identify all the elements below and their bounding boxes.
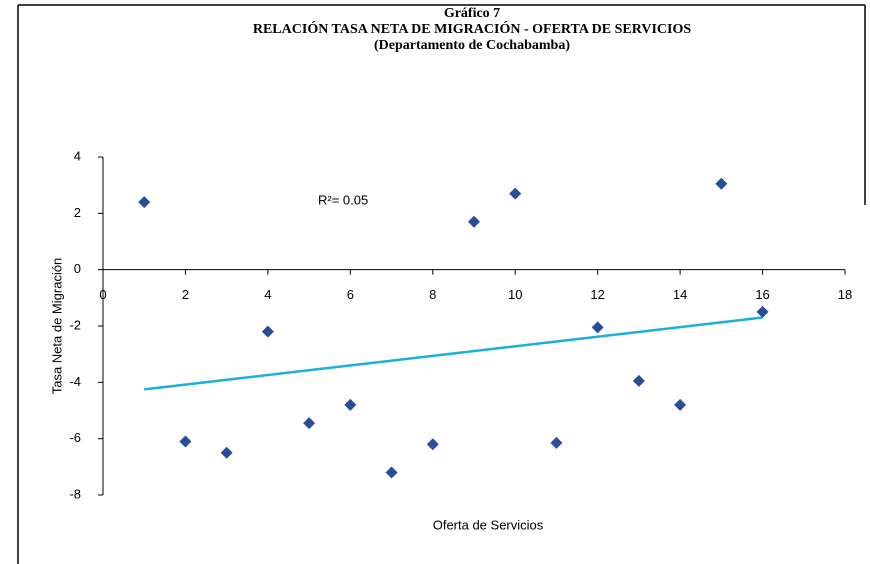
x-tick-label: 4	[264, 287, 271, 302]
point	[179, 435, 192, 448]
point	[261, 325, 274, 338]
point	[756, 305, 769, 318]
point	[303, 417, 316, 430]
point	[550, 436, 563, 449]
x-tick-label: 12	[590, 287, 604, 302]
point	[674, 398, 687, 411]
annotation: R²= 0.05	[318, 192, 368, 207]
x-tick-label: 0	[99, 287, 106, 302]
x-axis-label: Oferta de Servicios	[433, 517, 544, 532]
point	[509, 187, 522, 200]
x-tick-label: 6	[347, 287, 354, 302]
y-tick-label: 4	[74, 148, 81, 163]
x-tick-label: 16	[755, 287, 769, 302]
x-tick-label: 10	[508, 287, 522, 302]
chart-title: Gráfico 7	[444, 6, 500, 21]
x-tick-label: 2	[182, 287, 189, 302]
point	[468, 215, 480, 228]
y-tick-label: -4	[69, 374, 81, 389]
y-tick-label: 0	[74, 261, 81, 276]
x-tick-label: 14	[673, 287, 687, 302]
point	[220, 446, 233, 459]
point	[344, 398, 357, 411]
y-tick-label: -8	[69, 486, 81, 501]
point	[138, 196, 151, 209]
y-tick-label: -2	[69, 317, 81, 332]
point	[715, 177, 728, 190]
point	[385, 466, 398, 479]
chart-subtitle: (Departamento de Cochabamba)	[374, 38, 570, 53]
point	[426, 438, 439, 451]
point	[591, 321, 604, 334]
y-axis-label: Tasa Neta de Migración	[49, 258, 64, 395]
trendline	[144, 316, 763, 391]
point	[632, 374, 645, 387]
chart-title: RELACIÓN TASA NETA DE MIGRACIÓN - OFERTA…	[253, 20, 691, 37]
x-tick-label: 18	[838, 287, 852, 302]
y-tick-label: -6	[69, 430, 81, 445]
y-tick-label: 2	[74, 205, 81, 220]
x-tick-label: 8	[429, 287, 436, 302]
